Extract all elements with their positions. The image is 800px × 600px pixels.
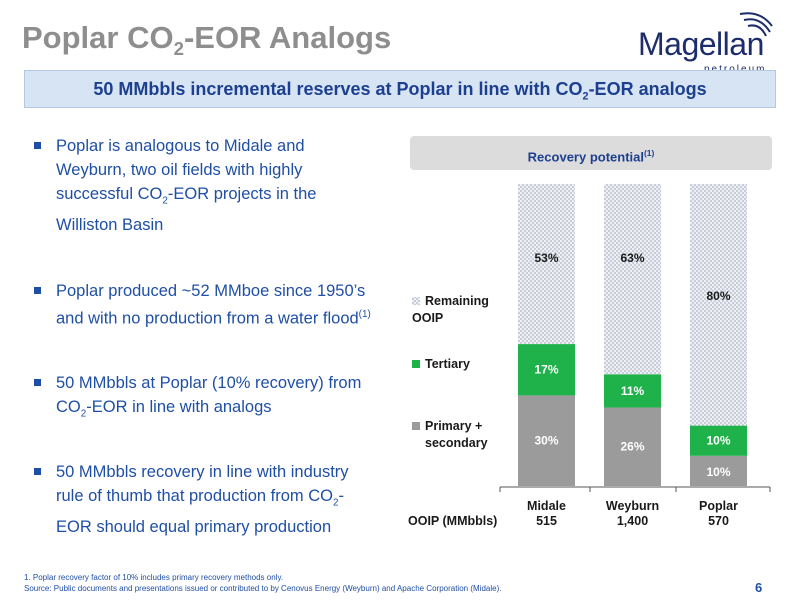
legend-swatch [412,422,420,430]
logo-word: Magellan [638,26,764,62]
footnotes: 1. Poplar recovery factor of 10% include… [24,572,501,594]
legend-label: Tertiary [425,357,470,371]
bullet-square-icon [34,378,41,386]
bar-segment [690,425,747,456]
slide-title: Poplar CO2-EOR Analogs [22,20,392,60]
ooip-value: 1,400 [617,514,648,528]
data-label: 11% [621,384,645,398]
bullet-square-icon [34,142,41,149]
footnote-1: 1. Poplar recovery factor of 10% include… [24,573,284,582]
data-label: 10% [706,434,730,448]
bullet-list: Poplar is analogous to Midale and Weybur… [30,134,375,583]
bullet-item: Poplar produced ~52 MMboe since 1950’s a… [30,279,375,331]
ooip-value: 570 [708,514,729,528]
swoosh-icon [739,12,773,37]
bar-segment [518,395,575,486]
bullet-square-icon [34,287,41,295]
data-label: 17% [534,363,558,377]
bullet-item: 50 MMbbls at Poplar (10% recovery) from … [30,371,375,426]
data-label: 80% [706,289,730,303]
headline-banner: 50 MMbbls incremental reserves at Poplar… [24,70,776,108]
data-label: 53% [534,251,558,265]
legend-label: OOIP [412,311,443,325]
legend-label: secondary [425,436,488,450]
ooip-row-label: OOIP (MMbbls) [408,514,497,528]
magellan-logo: Magellan petroleum [632,4,782,76]
bullet-item: Poplar is analogous to Midale and Weybur… [30,134,375,237]
category-label: Weyburn [606,499,659,513]
category-label: Poplar [699,499,738,513]
data-label: 10% [706,465,730,479]
data-label: 30% [534,434,558,448]
bullet-item: 50 MMbbls recovery in line with industry… [30,460,375,539]
legend-label: Primary + [425,419,482,433]
data-label: 63% [620,251,644,265]
legend-swatch [412,297,420,305]
bar-segment [518,184,575,345]
bar-segment [690,455,747,486]
bar-segment [690,184,747,426]
legend-label: Remaining [425,294,489,308]
bar-segment [604,407,661,486]
bar-segment [518,344,575,396]
data-label: 26% [620,440,644,454]
bullet-square-icon [34,468,41,476]
category-label: Midale [527,499,566,513]
ooip-value: 515 [536,514,557,528]
bar-segment [604,374,661,408]
logo-sub: petroleum [704,64,766,75]
footnote-source: Source: Public documents and presentatio… [24,584,502,593]
bar-segment [604,184,661,375]
legend-swatch [412,360,420,368]
chart-title: Recovery potential(1) [410,136,772,170]
page-number: 6 [755,580,763,595]
